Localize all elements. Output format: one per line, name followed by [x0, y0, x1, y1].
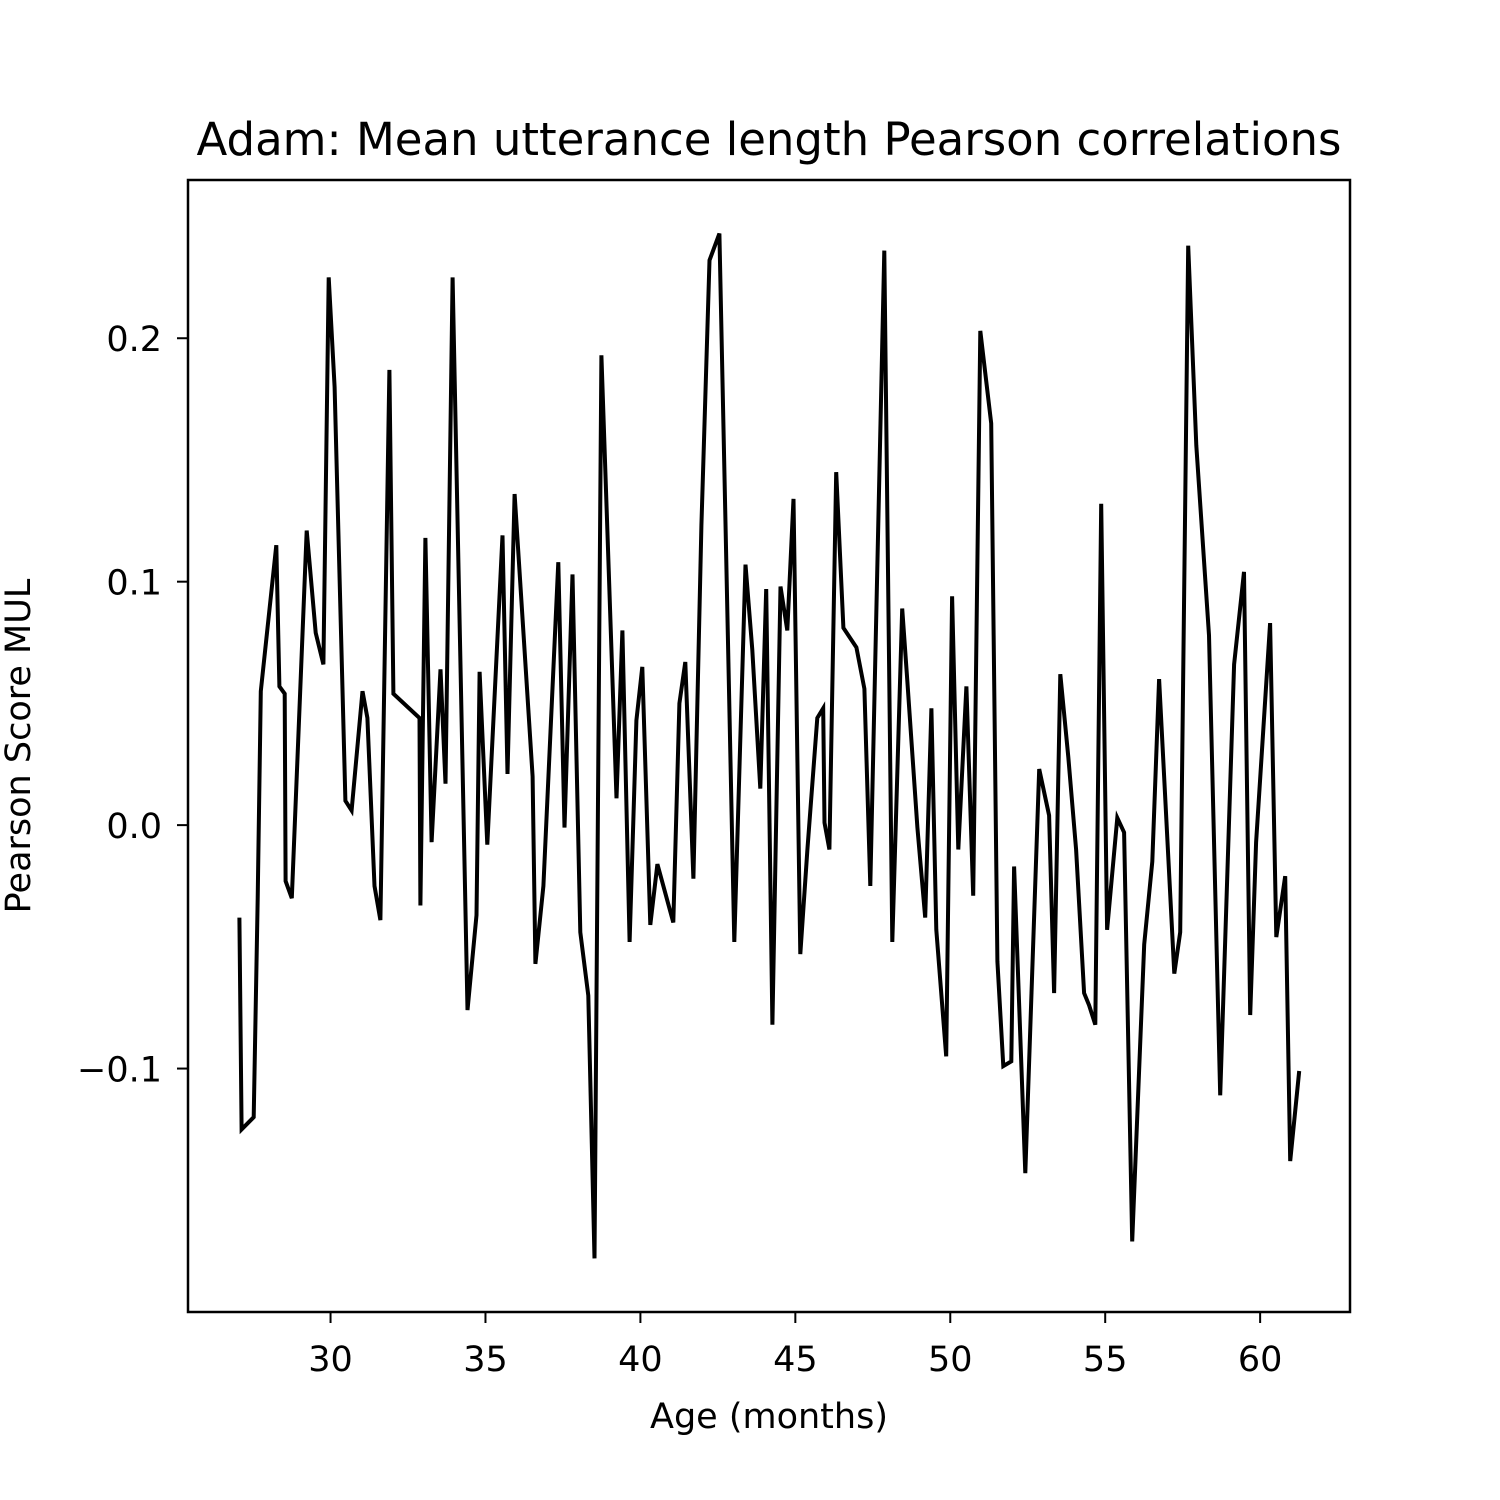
- y-axis-label: Pearson Score MUL: [0, 578, 39, 913]
- series-line: [237, 232, 1302, 1259]
- plot-frame: [186, 178, 1352, 1314]
- x-axis-label: Age (months): [650, 1397, 888, 1437]
- y-tick-label: 0.1: [106, 564, 162, 604]
- chart-title: Adam: Mean utterance length Pearson corr…: [197, 113, 1342, 166]
- x-tick-label: 35: [463, 1340, 508, 1380]
- y-tick-label: 0.2: [106, 320, 162, 360]
- data-series: [237, 232, 1302, 1259]
- axis-ticks: 30 35 40 45 50 55 60 −0.1 0.0 0.1 0.2: [77, 320, 1282, 1380]
- x-tick-label: 30: [308, 1340, 353, 1380]
- x-tick-label: 50: [928, 1340, 973, 1380]
- x-tick-label: 40: [618, 1340, 663, 1380]
- y-tick-label: 0.0: [106, 807, 162, 847]
- x-tick-label: 45: [773, 1340, 818, 1380]
- x-tick-label: 60: [1238, 1340, 1283, 1380]
- x-tick-label: 55: [1083, 1340, 1128, 1380]
- y-tick-label: −0.1: [77, 1051, 162, 1091]
